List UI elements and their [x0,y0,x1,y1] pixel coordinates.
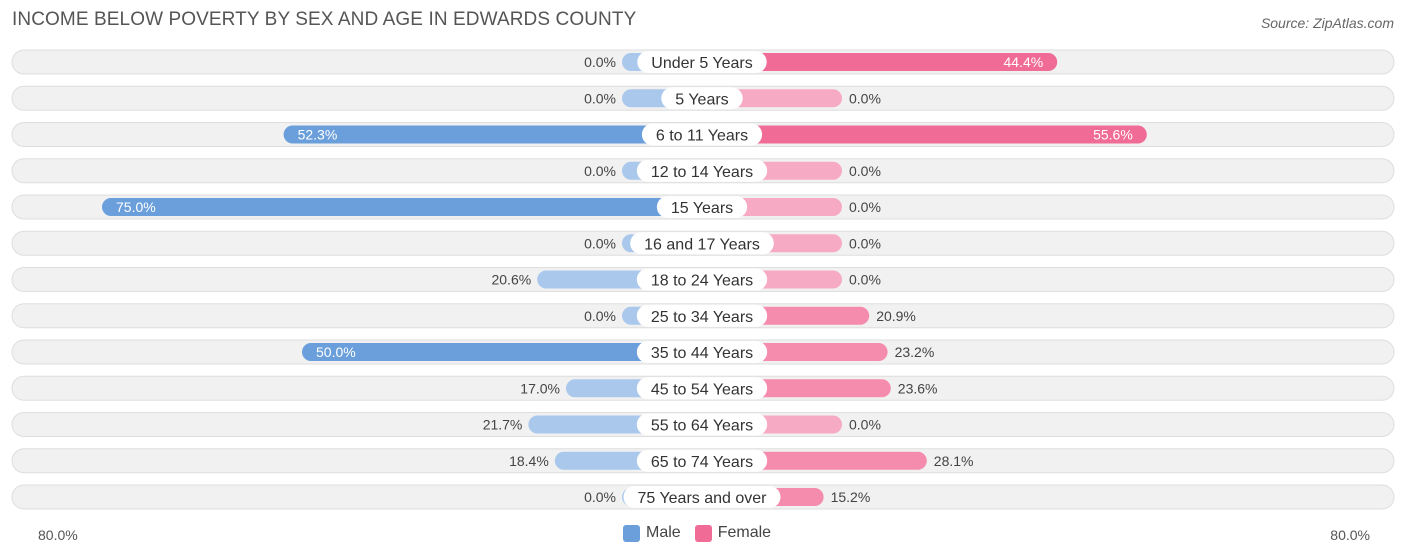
female-value-label: 0.0% [849,163,881,179]
female-value-label: 0.0% [849,90,881,106]
legend-swatch-female [694,524,712,542]
category-label: 75 Years and over [638,490,768,507]
female-value-label: 23.6% [898,380,938,396]
source-label: Source: ZipAtlas.com [1260,15,1394,31]
male-value-label: 52.3% [298,127,338,143]
category-label: 5 Years [675,91,728,108]
category-label: 45 to 54 Years [651,381,753,398]
category-pill [636,449,768,472]
category-pill [636,341,768,363]
category-pill [636,377,768,400]
male-bar [283,125,702,144]
female-value-label: 0.0% [849,199,881,215]
category-pill [656,196,748,218]
male-value-label: 75.0% [116,199,156,215]
legend: Male Female [623,524,785,542]
category-label: 65 to 74 Years [651,454,753,471]
male-value-label: 21.7% [483,417,523,433]
table-row: 75.0% 0.0% 15 Years [11,194,1395,220]
category-label: 15 Years [671,200,733,217]
female-value-label: 15.2% [831,489,871,505]
female-bar [702,125,1147,144]
male-value-label: 0.0% [584,54,616,70]
legend-item-female[interactable]: Female [694,524,772,542]
category-pill [623,486,781,508]
table-row: 17.0% 23.6% 45 to 54 Years [11,375,1395,401]
table-row: 0.0% 0.0% 16 and 17 Years [11,230,1395,256]
category-pill [661,87,743,110]
table-row: 0.0% 0.0% 5 Years [11,85,1395,111]
category-pill [636,268,768,291]
category-label: 18 to 24 Years [651,273,753,290]
category-label: 35 to 44 Years [651,345,753,362]
table-row: 20.6% 0.0% 18 to 24 Years [11,267,1395,292]
category-label: 16 and 17 Years [644,236,760,253]
chart-svg: 0.0% 44.4% Under 5 Years 0.0% 0.0% 5 Years 52.… [11,49,1395,510]
female-bar [702,53,1058,71]
male-value-label: 0.0% [584,90,616,106]
legend-swatch-male [623,524,640,542]
category-label: 25 to 34 Years [651,309,753,326]
female-value-label: 0.0% [849,272,881,288]
male-value-label: 18.4% [509,453,549,469]
male-value-label: 0.0% [584,489,616,505]
table-row: 0.0% 44.4% Under 5 Years [11,49,1395,75]
male-value-label: 0.0% [584,235,616,251]
female-value-label: 44.4% [1003,54,1043,70]
male-value-label: 50.0% [316,344,356,360]
table-row: 0.0% 0.0% 12 to 14 Years [11,158,1395,184]
male-value-label: 0.0% [584,308,616,324]
female-value-label: 0.0% [849,235,881,251]
legend-label-male: Male [646,524,681,541]
category-pill [637,51,767,73]
legend-label-female: Female [717,524,772,541]
category-label: 12 to 14 Years [651,164,753,181]
male-bar [102,198,702,216]
table-row: 50.0% 23.2% 35 to 44 Years [11,339,1395,365]
category-pill [636,304,768,327]
category-pill [636,159,768,182]
legend-item-male[interactable]: Male [623,524,681,542]
table-row: 52.3% 55.6% 6 to 11 Years [11,122,1395,147]
category-label: 6 to 11 Years [656,128,748,145]
female-value-label: 0.0% [849,417,881,433]
male-value-label: 0.0% [584,163,616,179]
female-value-label: 55.6% [1093,127,1133,143]
category-label: 55 to 64 Years [651,418,753,435]
female-value-label: 28.1% [934,453,974,469]
axis-right-label: 80.0% [1330,527,1370,543]
table-row: 0.0% 20.9% 25 to 34 Years [11,303,1395,329]
category-pill [636,413,768,436]
table-row: 21.7% 0.0% 55 to 64 Years [11,412,1395,437]
category-label: Under 5 Years [651,55,752,72]
chart-title: INCOME BELOW POVERTY BY SEX AND AGE IN E… [12,9,637,30]
category-pill [641,123,763,146]
table-row: 0.0% 15.2% 75 Years and over [11,484,1395,510]
female-value-label: 23.2% [895,344,935,360]
table-row: 18.4% 28.1% 65 to 74 Years [11,448,1395,474]
male-value-label: 17.0% [520,380,560,396]
male-bar [302,343,702,361]
category-pill [630,232,774,255]
axis-left-label: 80.0% [38,527,78,543]
male-value-label: 20.6% [491,272,531,288]
female-value-label: 20.9% [876,308,916,324]
